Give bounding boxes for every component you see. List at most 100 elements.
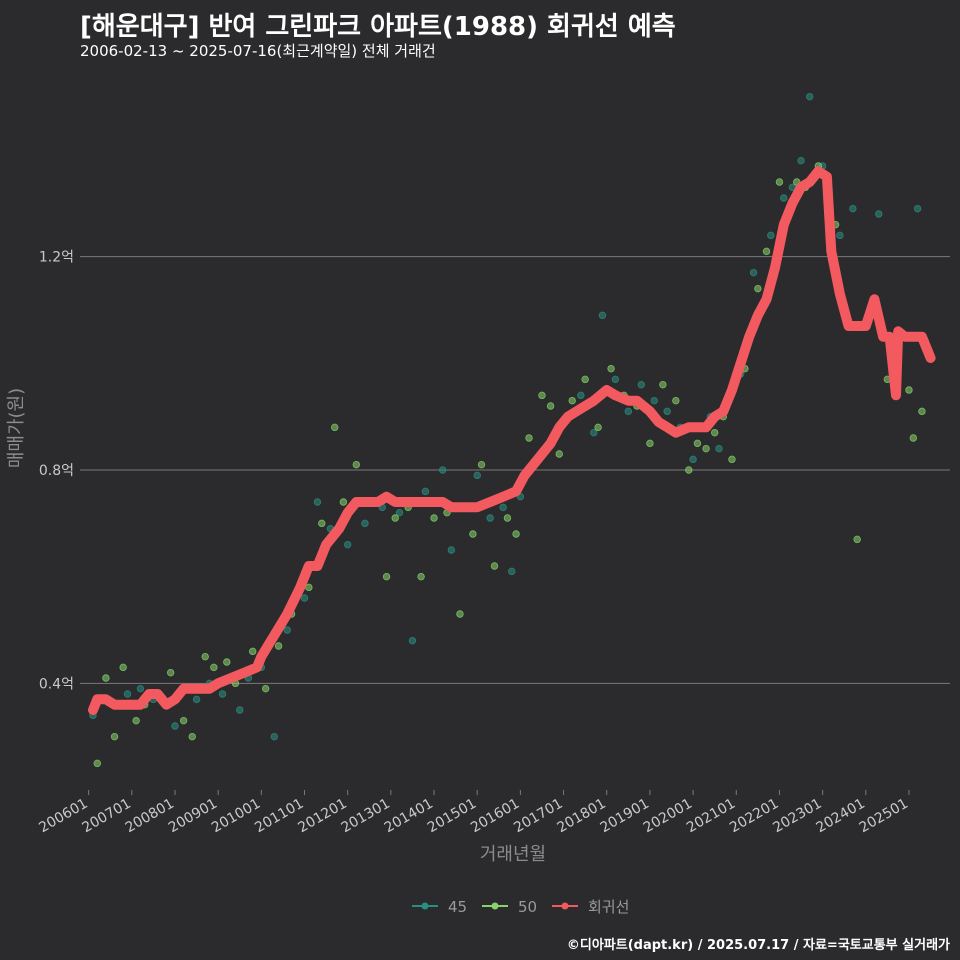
regression-line-group bbox=[88, 166, 936, 715]
x-tick-label: 202301 bbox=[770, 796, 824, 837]
data-point-45 bbox=[313, 498, 322, 506]
data-point-50 bbox=[456, 610, 464, 618]
x-tick-label: 201101 bbox=[252, 796, 306, 837]
data-point-45 bbox=[875, 210, 883, 218]
data-point-45 bbox=[270, 732, 278, 741]
data-point-50 bbox=[503, 514, 512, 522]
data-point-50 bbox=[905, 386, 913, 394]
data-point-50 bbox=[110, 732, 119, 741]
data-point-50 bbox=[249, 647, 257, 656]
x-tick-label: 201401 bbox=[382, 796, 436, 837]
data-point-45 bbox=[805, 92, 814, 101]
data-point-50 bbox=[754, 284, 762, 293]
data-point-45 bbox=[361, 519, 369, 528]
data-point-45 bbox=[395, 508, 404, 517]
x-tick-label: 202001 bbox=[641, 796, 695, 837]
data-point-45 bbox=[611, 375, 620, 384]
x-tick-label: 200701 bbox=[80, 796, 134, 837]
source-credit: ©디아파트(dapt.kr) / 2025.07.17 / 자료=국토교통부 실… bbox=[566, 938, 950, 953]
legend-label: 회귀선 bbox=[588, 898, 629, 916]
data-point-45 bbox=[283, 626, 291, 634]
data-point-50 bbox=[728, 455, 736, 464]
data-point-50 bbox=[853, 535, 861, 544]
data-point-50 bbox=[210, 663, 218, 672]
data-point-50 bbox=[646, 439, 654, 448]
data-point-50 bbox=[702, 444, 710, 453]
data-point-50 bbox=[685, 466, 693, 474]
data-point-45 bbox=[421, 487, 430, 496]
data-point-45 bbox=[624, 407, 633, 416]
x-tick-label: 202501 bbox=[857, 796, 911, 837]
data-point-50 bbox=[261, 684, 270, 693]
data-point-45 bbox=[590, 428, 598, 437]
data-point-45 bbox=[650, 396, 658, 405]
legend-swatch-dot bbox=[561, 902, 569, 910]
legend-swatch-dot bbox=[491, 902, 499, 910]
y-axis-title: 매매가(원) bbox=[6, 388, 27, 468]
data-point-45 bbox=[236, 706, 244, 714]
data-point-50 bbox=[594, 423, 602, 432]
data-point-50 bbox=[710, 428, 719, 437]
chart-title: [해운대구] 반여 그린파크 아파트(1988) 회귀선 예측 bbox=[80, 12, 676, 42]
data-point-50 bbox=[188, 732, 196, 741]
data-point-45 bbox=[780, 194, 788, 202]
data-point-50 bbox=[512, 530, 520, 538]
data-point-45 bbox=[218, 690, 227, 698]
data-point-50 bbox=[119, 663, 127, 672]
data-point-45 bbox=[408, 636, 417, 645]
data-point-45 bbox=[767, 231, 775, 240]
x-tick-label: 202201 bbox=[727, 796, 781, 837]
data-point-50 bbox=[201, 652, 209, 661]
data-point-45 bbox=[637, 380, 645, 389]
data-point-50 bbox=[274, 642, 283, 650]
data-point-50 bbox=[166, 668, 175, 677]
x-tick-label: 201001 bbox=[209, 796, 263, 837]
data-point-50 bbox=[132, 716, 140, 725]
x-axis-title: 거래년월 bbox=[480, 844, 546, 865]
x-tick-label: 201801 bbox=[554, 796, 608, 837]
data-point-50 bbox=[909, 434, 918, 442]
data-point-50 bbox=[477, 460, 486, 469]
data-point-50 bbox=[568, 396, 576, 405]
chart-subtitle: 2006-02-13 ~ 2025-07-16(최근계약일) 전체 거래건 bbox=[80, 42, 436, 60]
data-point-45 bbox=[499, 503, 507, 512]
data-point-50 bbox=[538, 391, 546, 400]
data-point-50 bbox=[469, 530, 477, 538]
grid-lines bbox=[80, 256, 950, 684]
data-point-45 bbox=[913, 204, 922, 213]
data-point-45 bbox=[473, 471, 481, 480]
data-point-45 bbox=[486, 514, 494, 522]
data-point-50 bbox=[102, 674, 110, 682]
legend-swatch-dot bbox=[421, 902, 429, 910]
data-point-50 bbox=[331, 423, 339, 432]
data-point-45 bbox=[749, 268, 758, 277]
data-point-50 bbox=[339, 498, 348, 506]
legend-label: 50 bbox=[518, 898, 537, 916]
y-axis: 0.4억 0.8억 1.2억 bbox=[39, 250, 74, 693]
x-tick-label: 200801 bbox=[123, 796, 177, 837]
data-point-50 bbox=[490, 562, 499, 570]
data-point-45 bbox=[715, 444, 723, 453]
data-point-50 bbox=[918, 407, 926, 416]
data-point-50 bbox=[693, 439, 702, 448]
data-point-45 bbox=[689, 455, 697, 464]
data-point-45 bbox=[598, 311, 607, 320]
data-point-50 bbox=[555, 450, 563, 458]
data-point-50 bbox=[430, 514, 438, 522]
data-point-45 bbox=[797, 156, 805, 165]
data-point-50 bbox=[546, 402, 555, 410]
data-point-50 bbox=[581, 375, 589, 384]
x-tick-label: 201201 bbox=[295, 796, 349, 837]
data-point-50 bbox=[318, 519, 326, 528]
data-point-45 bbox=[836, 231, 844, 240]
data-point-45 bbox=[663, 407, 671, 416]
data-point-50 bbox=[305, 583, 313, 592]
data-point-50 bbox=[762, 247, 771, 256]
data-point-50 bbox=[659, 380, 667, 389]
data-point-45 bbox=[508, 567, 516, 576]
data-point-45 bbox=[849, 204, 857, 213]
x-axis: 2006012007012008012009012010012011012012… bbox=[36, 790, 911, 836]
data-point-50 bbox=[525, 434, 533, 442]
x-tick-label: 201601 bbox=[468, 796, 522, 837]
